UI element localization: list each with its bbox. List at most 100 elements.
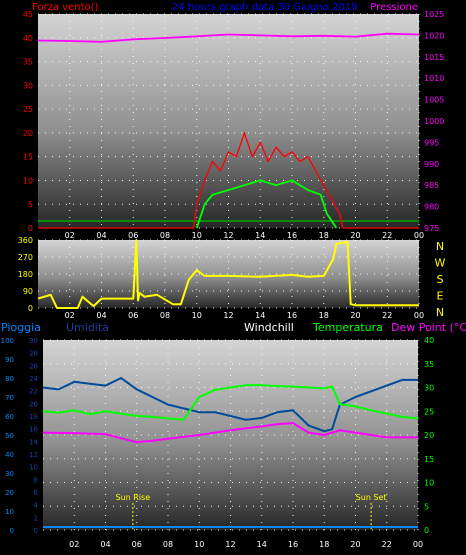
left-tick-label: 30 bbox=[23, 81, 33, 90]
right-tick-label: 40 bbox=[424, 336, 434, 345]
outer-tick-label: 60 bbox=[5, 413, 14, 421]
left-tick-label: 270 bbox=[18, 253, 33, 262]
outer-tick-label: 50 bbox=[5, 432, 14, 440]
outer-tick-label: 0 bbox=[10, 527, 14, 535]
x-tick-label: 16 bbox=[288, 540, 298, 549]
panel2-left-ticks: 0 90 180 270 360 bbox=[18, 236, 33, 313]
panel3-series bbox=[42, 377, 419, 528]
outer-tick-label: 70 bbox=[5, 394, 14, 402]
right-tick-label: 20 bbox=[424, 431, 434, 440]
x-tick-label: 10 bbox=[192, 231, 202, 240]
panel3-annotations: Sun Rise Sun Set bbox=[116, 493, 387, 530]
x-tick-label: 12 bbox=[223, 311, 233, 320]
right-tick-label: 995 bbox=[424, 138, 439, 147]
x-tick-label: 10 bbox=[194, 540, 204, 549]
right-tick-label: 25 bbox=[424, 407, 434, 416]
left-tick-label: 45 bbox=[23, 10, 33, 19]
sun-marker-label: Sun Set bbox=[356, 493, 387, 502]
inner-tick-label: 26 bbox=[29, 362, 38, 370]
inner-tick-label: 20 bbox=[29, 400, 38, 408]
panel3-x-ticks: 02 04 06 08 10 12 14 16 18 20 22 00 bbox=[69, 540, 423, 549]
panel1-left-label: Forza vento() bbox=[32, 2, 99, 13]
inner-tick-label: 28 bbox=[29, 350, 38, 358]
x-tick-label: 20 bbox=[350, 311, 360, 320]
x-tick-label: 18 bbox=[319, 231, 329, 240]
label-umidita: Umidita bbox=[66, 321, 109, 334]
panel1-right-label: Pressione bbox=[370, 2, 418, 13]
left-tick-label: 360 bbox=[18, 236, 33, 245]
panel2-x-ticks: 02 04 06 08 10 12 14 16 18 20 22 00 bbox=[65, 311, 424, 320]
right-tick-label: 1005 bbox=[424, 96, 444, 105]
x-tick-label: 02 bbox=[65, 311, 75, 320]
inner-tick-label: 0 bbox=[34, 527, 38, 535]
x-tick-label: 02 bbox=[65, 231, 75, 240]
left-tick-label: 10 bbox=[23, 176, 33, 185]
outer-tick-label: 40 bbox=[5, 451, 14, 459]
right-tick-label: 30 bbox=[424, 384, 434, 393]
right-tick-label: 0 bbox=[424, 526, 429, 535]
right-tick-label: 990 bbox=[424, 160, 439, 169]
panel1-x-ticks: 02 04 06 08 10 12 14 16 18 20 22 00 bbox=[65, 231, 424, 240]
compass-label: N bbox=[436, 240, 444, 253]
x-tick-label: 12 bbox=[223, 231, 233, 240]
panel3-outer-ticks: 0 10 20 30 40 50 60 70 80 90 100 bbox=[1, 337, 14, 535]
panel1-grid bbox=[38, 13, 420, 229]
temperatura-line bbox=[42, 384, 419, 421]
right-tick-label: 15 bbox=[424, 455, 434, 464]
inner-tick-label: 6 bbox=[34, 489, 39, 497]
inner-tick-label: 18 bbox=[29, 413, 38, 421]
x-tick-label: 06 bbox=[128, 311, 138, 320]
x-tick-label: 06 bbox=[128, 231, 138, 240]
inner-tick-label: 30 bbox=[29, 337, 38, 345]
outer-tick-label: 20 bbox=[5, 489, 14, 497]
umidita-line bbox=[42, 377, 418, 433]
x-tick-label: 00 bbox=[413, 540, 423, 549]
x-tick-label: 16 bbox=[287, 231, 297, 240]
x-tick-label: 00 bbox=[414, 311, 424, 320]
right-tick-label: 1010 bbox=[424, 74, 444, 83]
outer-tick-label: 100 bbox=[1, 337, 14, 345]
outer-tick-label: 30 bbox=[5, 470, 14, 478]
x-tick-label: 12 bbox=[225, 540, 235, 549]
x-tick-label: 04 bbox=[96, 311, 106, 320]
x-tick-label: 08 bbox=[160, 231, 170, 240]
panel1-left-ticks: 0 5 10 15 20 25 30 35 40 45 bbox=[23, 10, 33, 233]
x-tick-label: 08 bbox=[160, 311, 170, 320]
x-tick-label: 22 bbox=[382, 231, 392, 240]
left-tick-label: 35 bbox=[23, 58, 33, 67]
left-tick-label: 25 bbox=[23, 105, 33, 114]
inner-tick-label: 24 bbox=[29, 375, 38, 383]
panel1-title: 24 hours graph data 30 Giugno 2019 bbox=[172, 2, 358, 13]
compass-label: S bbox=[437, 273, 444, 286]
wind-gust-line bbox=[38, 132, 419, 229]
wind-speed-line bbox=[195, 179, 338, 229]
right-tick-label: 1020 bbox=[424, 31, 444, 40]
panel3-right-ticks: 0 5 10 15 20 25 30 35 40 bbox=[424, 336, 434, 535]
left-tick-label: 15 bbox=[23, 153, 33, 162]
x-tick-label: 02 bbox=[69, 540, 79, 549]
x-tick-label: 14 bbox=[255, 231, 265, 240]
x-tick-label: 22 bbox=[382, 540, 392, 549]
inner-tick-label: 12 bbox=[29, 451, 38, 459]
inner-tick-label: 10 bbox=[29, 464, 38, 472]
left-tick-label: 40 bbox=[23, 34, 33, 43]
x-tick-label: 20 bbox=[350, 540, 360, 549]
pressure-line bbox=[37, 32, 420, 43]
left-tick-label: 20 bbox=[23, 129, 33, 138]
inner-tick-label: 14 bbox=[29, 438, 38, 446]
outer-tick-label: 80 bbox=[5, 375, 14, 383]
left-tick-label: 5 bbox=[28, 200, 33, 209]
x-tick-label: 04 bbox=[100, 540, 110, 549]
inner-tick-label: 2 bbox=[34, 514, 38, 522]
left-tick-label: 180 bbox=[18, 270, 33, 279]
inner-tick-label: 8 bbox=[34, 476, 38, 484]
wind-direction-line bbox=[37, 239, 419, 309]
label-windchill: Windchill bbox=[244, 321, 294, 334]
outer-tick-label: 10 bbox=[5, 508, 14, 516]
panel2-series bbox=[37, 239, 419, 309]
